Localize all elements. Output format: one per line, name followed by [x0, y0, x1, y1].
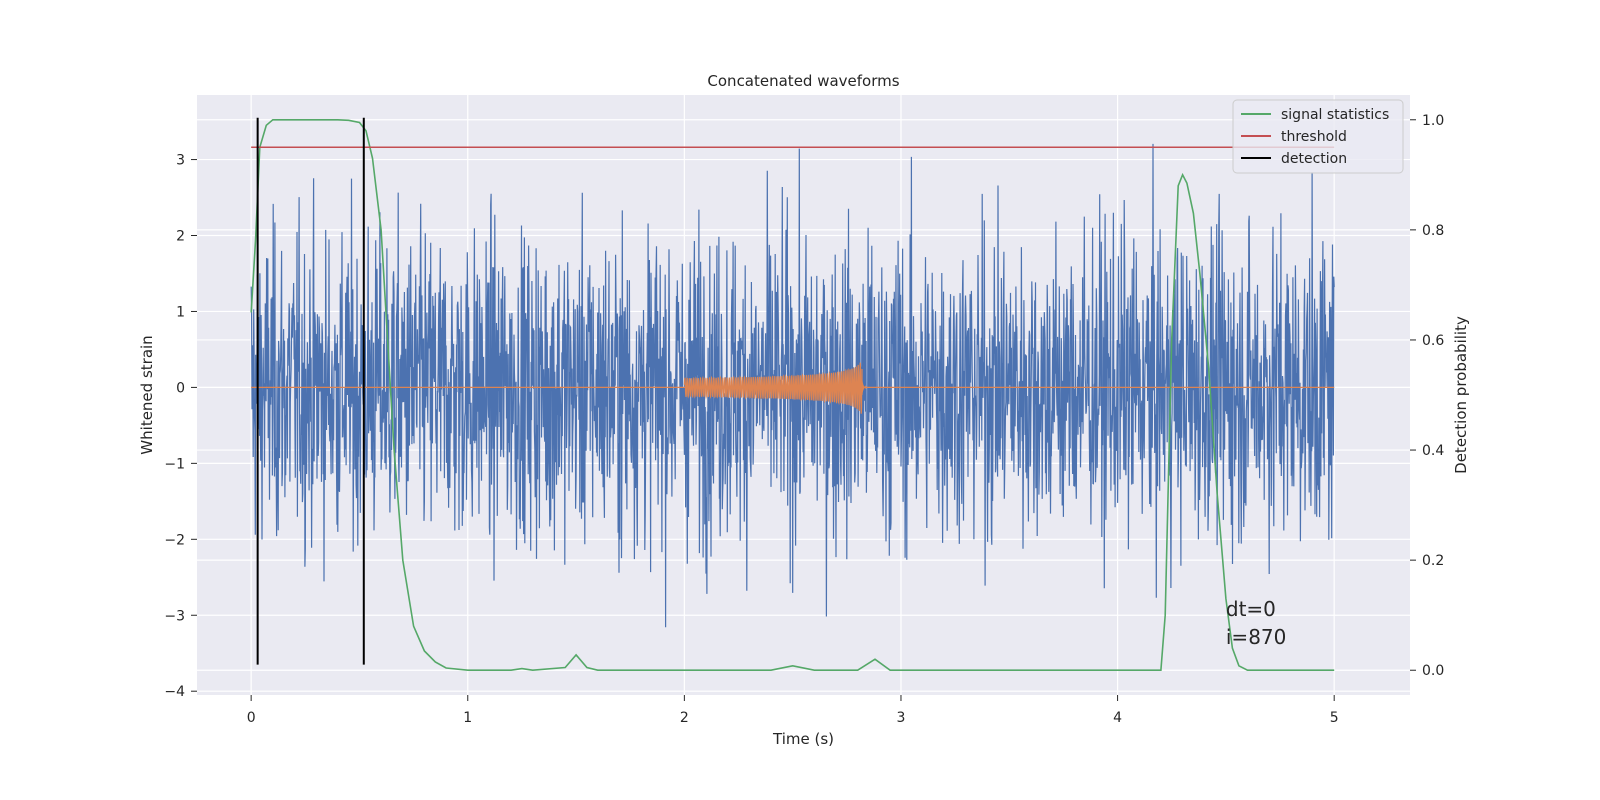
- right-y-axis-label: Detection probability: [1452, 316, 1470, 474]
- x-tick-label: 2: [680, 710, 689, 726]
- annotation: dt=0 i=870: [1226, 597, 1287, 649]
- series-noise-line: [250, 143, 1335, 628]
- y-axis-label: Whitened strain: [138, 335, 156, 454]
- plot-series: [250, 117, 1335, 672]
- x-tick-label: 0: [247, 710, 256, 726]
- legend-label: signal statistics: [1281, 107, 1389, 123]
- legend-box: [1232, 99, 1404, 174]
- right-y-tick-label: 1.0: [1422, 113, 1444, 129]
- y-tick-label: 1: [176, 304, 185, 320]
- right-y-tick-label: 0.0: [1422, 663, 1444, 679]
- chart-title: Concatenated waveforms: [707, 72, 899, 90]
- y-tick-label: 2: [176, 229, 185, 245]
- y-tick-label: −1: [164, 456, 185, 472]
- detection-lines: [256, 117, 365, 665]
- y-tick-label: −4: [164, 684, 185, 700]
- y-tick-label: −2: [164, 532, 185, 548]
- x-tick-label: 4: [1113, 710, 1122, 726]
- right-y-tick-label: 0.6: [1422, 333, 1444, 349]
- legend-label: detection: [1281, 151, 1347, 167]
- y-tick-label: 3: [176, 153, 185, 169]
- right-y-tick-label: 0.4: [1422, 443, 1444, 459]
- x-axis-label: Time (s): [772, 730, 834, 748]
- annotation-index: i=870: [1226, 625, 1287, 649]
- y-tick-label: −3: [164, 608, 185, 624]
- series-chirp-line: [683, 362, 867, 414]
- x-tick-label: 3: [897, 710, 906, 726]
- axes-ticks: 0 1 2 3 4 5 −4 −3 −2 −1 0 1 2 3 0.0 0.2 0.4 0.6 0.8 1.0: [164, 113, 1444, 726]
- right-y-tick-label: 0.8: [1422, 223, 1444, 239]
- series-signal-statistics-line: [250, 119, 1335, 672]
- y-tick-label: 0: [176, 380, 185, 396]
- right-y-tick-label: 0.2: [1422, 553, 1444, 569]
- x-tick-label: 1: [463, 710, 472, 726]
- x-tick-label: 5: [1330, 710, 1339, 726]
- legend: signal statistics threshold detection: [1232, 99, 1404, 174]
- legend-label: threshold: [1281, 129, 1347, 145]
- annotation-dt: dt=0: [1226, 597, 1276, 621]
